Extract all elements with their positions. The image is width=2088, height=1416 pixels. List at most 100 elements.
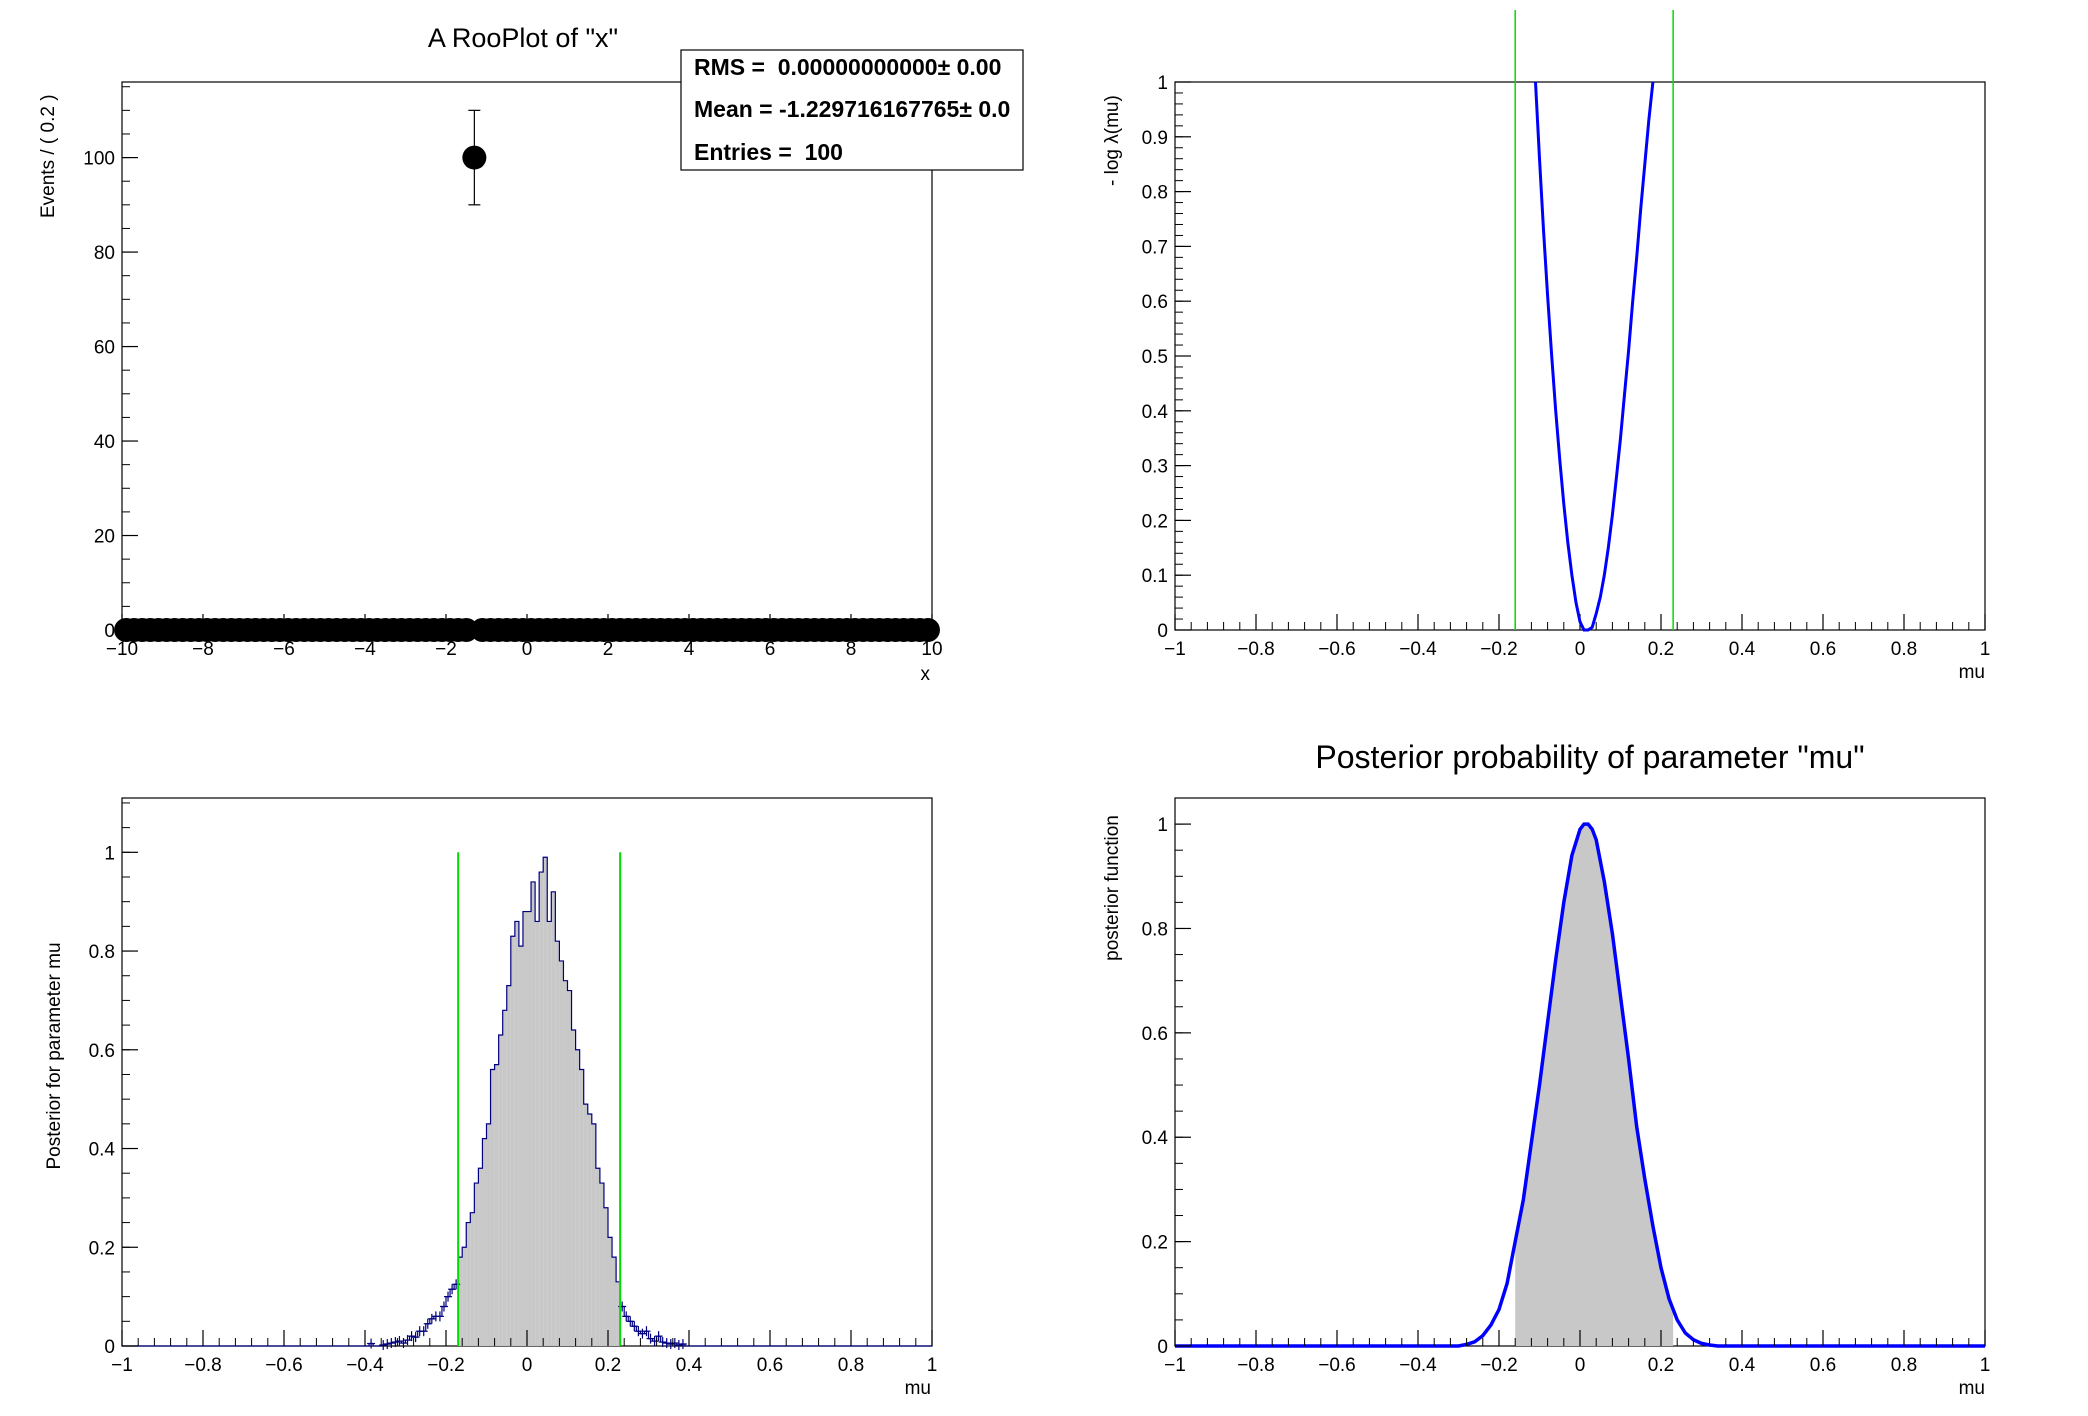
y-tick-label: 0.4	[89, 1140, 116, 1161]
credible-interval-fill	[478, 1168, 483, 1346]
credible-interval-fill	[522, 911, 527, 1346]
panel4-title: Posterior probability of parameter "mu"	[1315, 739, 1864, 775]
x-tick-label: 0.6	[1810, 639, 1836, 660]
x-tick-label: 1	[1980, 639, 1991, 660]
credible-interval-fill	[579, 1069, 584, 1346]
y-tick-label: 1	[1157, 815, 1168, 836]
x-tick-label: −0.4	[1399, 1355, 1437, 1376]
x-tick-label: 2	[603, 639, 614, 660]
x-tick-label: 10	[921, 639, 942, 660]
panel1-stats-box: RMS = 0.00000000000± 0.00 Mean = -1.2297…	[680, 49, 1024, 171]
x-tick-label: 1	[927, 1355, 938, 1376]
y-tick-label: 0	[104, 621, 115, 642]
credible-interval-fill	[567, 990, 572, 1346]
credible-interval-fill	[603, 1207, 608, 1346]
credible-interval-fill	[470, 1212, 475, 1346]
x-tick-label: −0.8	[1237, 639, 1275, 660]
x-tick-label: 1	[1980, 1355, 1991, 1376]
y-tick-label: 0.6	[1142, 292, 1168, 313]
x-tick-label: −0.8	[1237, 1355, 1275, 1376]
y-tick-label: 0	[1157, 621, 1168, 642]
y-tick-label: 0.6	[89, 1041, 115, 1062]
credible-interval-fill	[599, 1183, 604, 1346]
y-tick-label: 100	[83, 149, 115, 170]
panel-posterior-histogram: −1 −0.8 −0.6 −0.4 −0.2 0 0.2 0.4 0.6 0.8 1 0 0.2 0.4 0…	[44, 797, 938, 1399]
credible-interval-fill	[571, 1030, 576, 1346]
y-tick-label: 1	[1157, 73, 1168, 94]
x-tick-label: −6	[273, 639, 295, 660]
x-tick-label: 0.2	[1648, 639, 1674, 660]
panel4-axes: −1 −0.8 −0.6 −0.4 −0.2 0 0.2 0.4 0.6 0.8 1 0 0.2 0.4 0…	[1142, 797, 1991, 1376]
x-tick-label: −1	[1164, 639, 1186, 660]
y-tick-label: 0.8	[1142, 183, 1168, 204]
x-tick-label: 0.2	[1648, 1355, 1674, 1376]
y-tick-label: 0.8	[1142, 919, 1168, 940]
credible-interval-fill	[535, 921, 540, 1346]
panel3-histogram	[122, 852, 932, 1351]
credible-interval-fill	[555, 941, 560, 1346]
x-tick-label: −4	[354, 639, 376, 660]
x-tick-label: −0.2	[1480, 639, 1518, 660]
panel1-xlabel: x	[921, 664, 931, 685]
stats-rms: RMS = 0.00000000000± 0.00	[694, 54, 1001, 80]
panel-profile-likelihood: −1 −0.8 −0.6 −0.4 −0.2 0 0.2 0.4 0.6 0.8 1 0 0.1 0.2 0…	[1102, 10, 1990, 683]
profile-likelihood-curve	[1534, 81, 1655, 632]
panel1-title: A RooPlot of "x"	[428, 23, 618, 53]
credible-interval-fill	[583, 1104, 588, 1346]
x-tick-label: 0.8	[1891, 639, 1917, 660]
panel1-data-points	[114, 109, 940, 642]
credible-interval-fill	[547, 921, 552, 1346]
x-tick-label: 0.4	[1729, 1355, 1756, 1376]
credible-interval-fill	[587, 1113, 592, 1346]
x-tick-label: −1	[111, 1355, 133, 1376]
y-tick-label: 0.8	[89, 942, 115, 963]
y-tick-label: 0.2	[89, 1238, 115, 1259]
panel4-xlabel: mu	[1959, 1378, 1985, 1399]
panel4-ylabel: posterior function	[1102, 815, 1123, 961]
x-tick-label: −0.6	[265, 1355, 303, 1376]
credible-interval-fill	[616, 1281, 621, 1346]
credible-interval-fill	[539, 872, 544, 1346]
credible-interval-fill	[498, 1034, 503, 1346]
x-tick-label: 0.4	[1729, 639, 1756, 660]
x-tick-label: −0.6	[1318, 639, 1356, 660]
x-tick-label: 0.6	[1810, 1355, 1836, 1376]
y-tick-label: 0.2	[1142, 1233, 1168, 1254]
credible-interval-fill	[486, 1123, 491, 1346]
y-tick-label: 0	[104, 1337, 115, 1358]
x-tick-label: 8	[846, 639, 857, 660]
y-tick-label: 0.2	[1142, 511, 1168, 532]
credible-interval-fill	[527, 911, 532, 1346]
x-tick-label: −10	[106, 639, 138, 660]
credible-interval-fill	[490, 1069, 495, 1346]
x-tick-label: 0	[1575, 639, 1586, 660]
x-tick-label: −0.2	[1480, 1355, 1518, 1376]
x-tick-label: 0.8	[1891, 1355, 1917, 1376]
credible-interval-fill	[531, 881, 536, 1346]
x-tick-label: −2	[435, 639, 457, 660]
y-tick-label: 0.7	[1142, 237, 1168, 258]
panel-posterior-function: Posterior probability of parameter "mu" …	[1102, 739, 1990, 1399]
stats-mean: Mean = -1.229716167765± 0.0	[694, 96, 1010, 122]
credible-interval-fill	[482, 1138, 487, 1346]
y-tick-label: 0.4	[1142, 1128, 1169, 1149]
y-tick-label: 0.9	[1142, 128, 1168, 149]
zero-bin-point	[915, 618, 940, 642]
panel4-curve	[1175, 822, 1985, 1348]
credible-interval-fill	[494, 1064, 499, 1346]
credible-interval-fill	[462, 1247, 467, 1346]
x-tick-label: 0	[1575, 1355, 1586, 1376]
panel3-ylabel: Posterior for parameter mu	[44, 942, 65, 1169]
y-tick-label: 20	[94, 527, 115, 548]
panel2-frame	[1174, 81, 1986, 631]
credible-interval-fill	[514, 921, 519, 1346]
x-tick-label: −1	[1164, 1355, 1186, 1376]
credible-interval-fill	[559, 960, 564, 1346]
stats-entries: Entries = 100	[694, 139, 843, 165]
y-tick-label: 0.5	[1142, 347, 1168, 368]
x-tick-label: −0.6	[1318, 1355, 1356, 1376]
y-tick-label: 0.3	[1142, 457, 1168, 478]
credible-interval-fill	[543, 857, 548, 1346]
x-tick-label: −0.2	[427, 1355, 465, 1376]
